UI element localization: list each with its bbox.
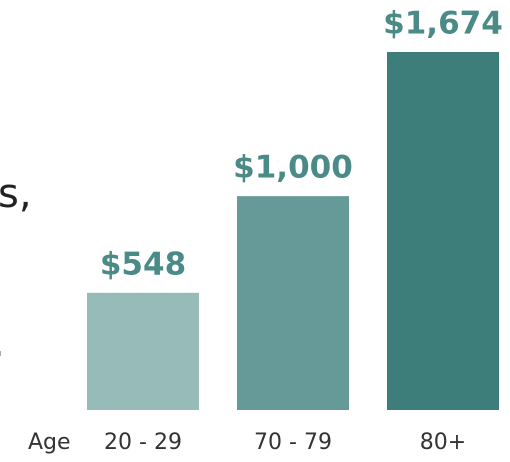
value-label: $548 <box>100 246 186 282</box>
x-tick-label: 20 - 29 <box>104 430 182 455</box>
bar <box>87 292 199 410</box>
value-label: $1,000 <box>233 150 353 186</box>
annotation: . <box>0 320 5 366</box>
value-label: $1,674 <box>383 6 503 42</box>
x-tick-label: 70 - 79 <box>254 430 332 455</box>
bar <box>387 52 499 410</box>
bar <box>237 196 349 410</box>
x-tick-label: 80+ <box>420 430 466 455</box>
x-axis-label: Age <box>28 430 71 455</box>
annotation: s, <box>0 171 32 217</box>
